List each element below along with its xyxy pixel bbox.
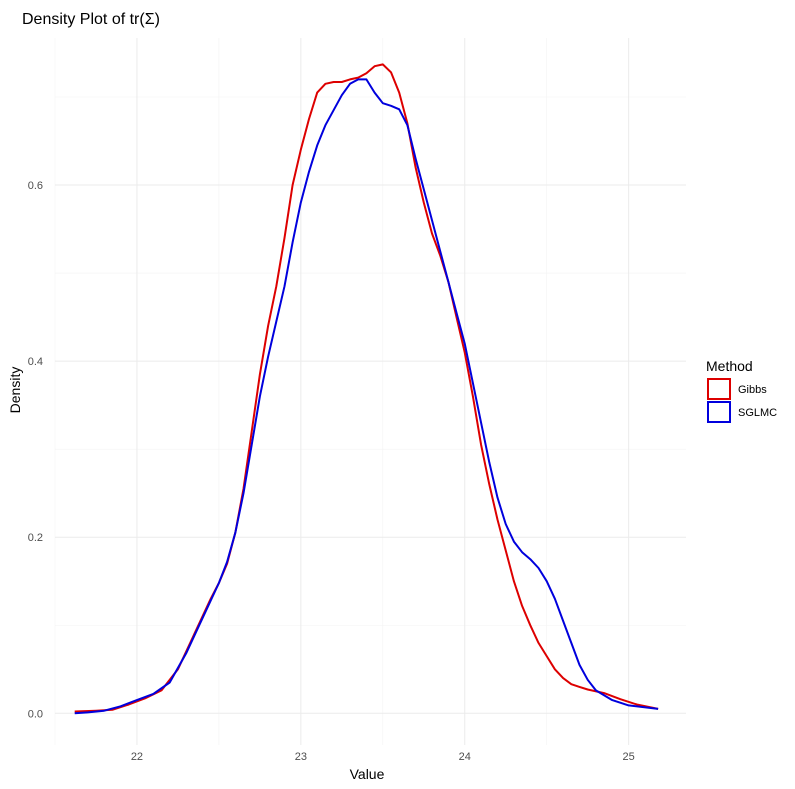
series-line-sglmc — [74, 78, 659, 715]
y-tick-label: 0.4 — [28, 356, 43, 368]
legend-key-gibbs — [707, 378, 731, 400]
legend-items: Gibbs SGLMC — [707, 378, 777, 423]
grid — [54, 38, 686, 745]
x-tick-label: 24 — [459, 751, 471, 763]
legend-key-sglmc — [707, 401, 731, 423]
y-axis-ticks: 0.0 0.2 0.4 0.6 — [28, 180, 43, 720]
x-tick-label: 22 — [131, 751, 143, 763]
x-tick-label: 23 — [295, 751, 307, 763]
series-layer — [74, 63, 659, 715]
y-tick-label: 0.2 — [28, 532, 43, 544]
legend: Method Gibbs SGLMC — [706, 358, 777, 423]
legend-label-gibbs: Gibbs — [738, 384, 767, 396]
y-tick-label: 0.6 — [28, 180, 43, 192]
chart-title: Density Plot of tr(Σ) — [22, 11, 160, 28]
legend-title: Method — [706, 358, 753, 374]
y-tick-label: 0.0 — [28, 708, 43, 720]
x-tick-label: 25 — [623, 751, 635, 763]
series-line-gibbs — [74, 63, 659, 713]
legend-label-sglmc: SGLMC — [738, 407, 777, 419]
x-axis-ticks: 22 23 24 25 — [131, 751, 635, 763]
x-axis-title: Value — [350, 766, 385, 782]
y-axis-title: Density — [7, 367, 23, 414]
